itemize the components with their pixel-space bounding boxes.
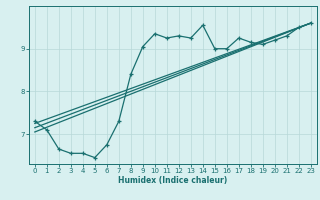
X-axis label: Humidex (Indice chaleur): Humidex (Indice chaleur) [118,176,228,185]
